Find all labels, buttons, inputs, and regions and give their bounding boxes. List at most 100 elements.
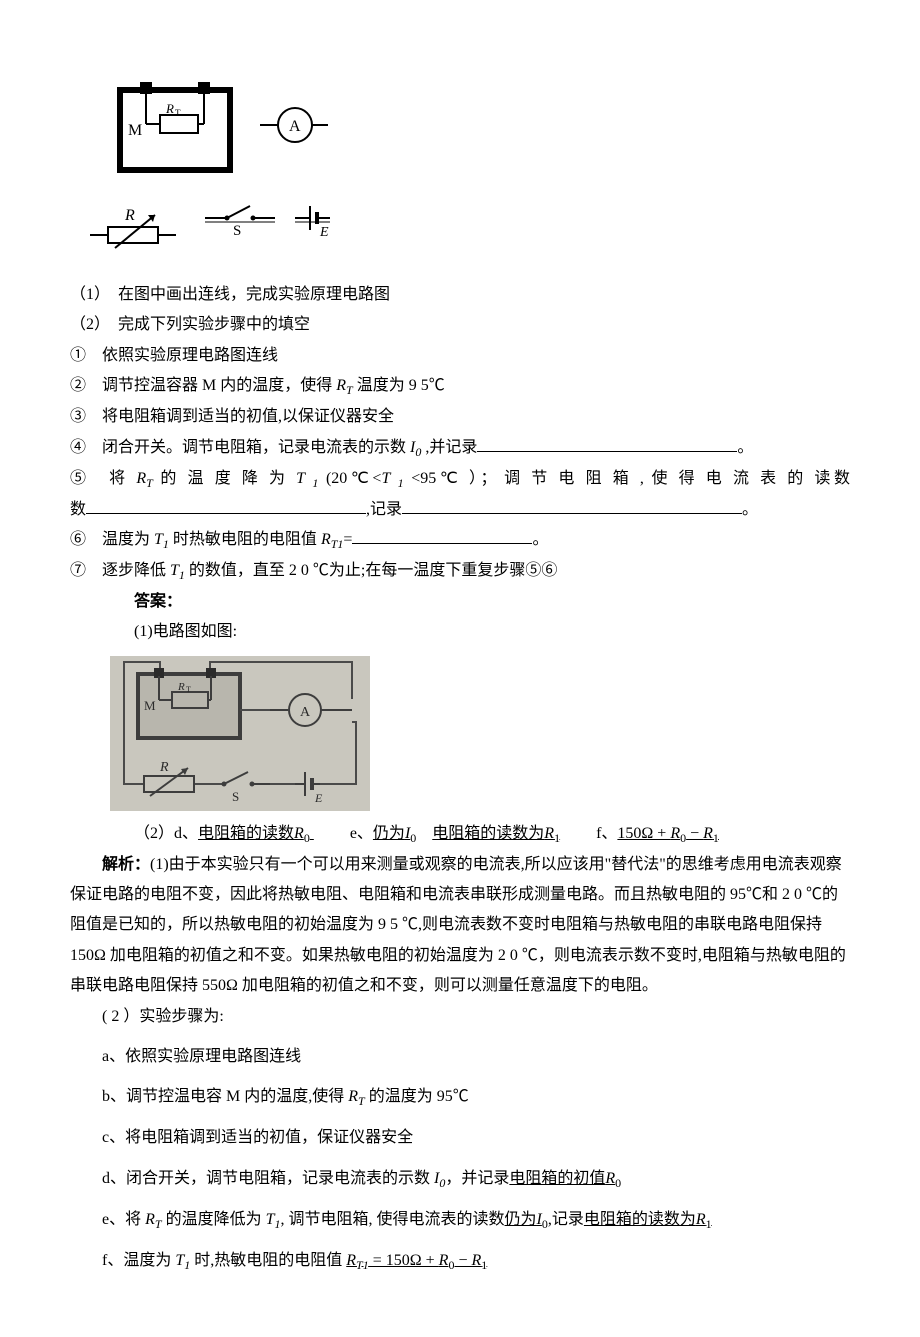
q1-text: （1） 在图中画出连线，完成实验原理电路图 bbox=[70, 286, 390, 303]
expl1-text: (1)由于本实验只有一个可以用来测量或观察的电流表,所以应该用"替代法"的思维考… bbox=[70, 856, 846, 995]
step-f: f、温度为 T1 时,热敏电阻的电阻值 RT1 = 150Ω + R0 − R1 bbox=[70, 1246, 850, 1277]
step-7: ⑦ 逐步降低 T1 的数值，直至 2 0 ℃为止;在每一温度下重复步骤⑤⑥ bbox=[70, 556, 850, 587]
svg-text:S: S bbox=[233, 223, 241, 239]
circuit-components-figure: M R T A R S E bbox=[90, 80, 850, 260]
s5b: 的 温 度 降 为 bbox=[153, 470, 296, 487]
step-d: d、闭合开关，调节电阻箱，记录电流表的示数 I0，并记录电阻箱的初值R0 bbox=[70, 1164, 850, 1195]
s6c: = bbox=[343, 531, 352, 548]
step-a-text: a、依照实验原理电路图连线 bbox=[102, 1048, 301, 1065]
RT-sym-b: RT bbox=[348, 1088, 364, 1105]
T1-symbol: T 1 bbox=[296, 470, 318, 487]
step-c: c、将电阻箱调到适当的初值，保证仪器安全 bbox=[70, 1123, 850, 1153]
svg-text:S: S bbox=[232, 789, 239, 804]
ans2-d: 电阻箱的读数R0 bbox=[198, 825, 314, 842]
step-e-u2: 电阻箱的读数为R1 bbox=[584, 1211, 712, 1228]
step-f-2: 时,热敏电阻的电阻值 bbox=[190, 1252, 346, 1269]
ans1-text: (1)电路图如图: bbox=[134, 623, 237, 640]
svg-text:M: M bbox=[128, 122, 142, 139]
svg-text:A: A bbox=[289, 118, 301, 135]
step-d-3: 电阻箱的初值 bbox=[509, 1170, 605, 1187]
R1-sub: 1 bbox=[554, 831, 560, 845]
step-e-6: 电阻箱的读数为 bbox=[584, 1211, 696, 1228]
ans2-e2-text: 电阻箱的读数为 bbox=[432, 825, 544, 842]
blank-4 bbox=[477, 435, 737, 452]
explanation: 解析：(1)由于本实验只有一个可以用来测量或观察的电流表,所以应该用"替代法"的… bbox=[70, 850, 850, 1002]
blank-6 bbox=[352, 527, 532, 544]
question-1: （1） 在图中画出连线，完成实验原理电路图 bbox=[70, 280, 850, 310]
svg-text:R: R bbox=[165, 101, 174, 116]
ans2-pre: （2）d、 bbox=[134, 825, 198, 842]
svg-text:T: T bbox=[175, 108, 181, 118]
RT1-symbol: RT1 bbox=[321, 531, 343, 548]
s2b: 温度为 9 5℃ bbox=[353, 377, 445, 394]
T1-sym-e: T1 bbox=[266, 1211, 281, 1228]
s7a: ⑦ 逐步降低 bbox=[70, 562, 170, 579]
circuit-connected-figure: M R T A R S E bbox=[110, 656, 850, 811]
step-c-text: c、将电阻箱调到适当的初值，保证仪器安全 bbox=[102, 1129, 413, 1146]
s5c: (20℃< bbox=[318, 470, 381, 487]
answer-label-text: 答案： bbox=[134, 593, 182, 610]
ans2-d-text: 电阻箱的读数 bbox=[198, 825, 294, 842]
s2a: ② 调节控温容器 M 内的温度，使得 bbox=[70, 377, 336, 394]
step-d-2: ，并记录 bbox=[445, 1170, 509, 1187]
step-e-2: 的温度降低为 bbox=[162, 1211, 266, 1228]
s6b: 时热敏电阻的电阻值 bbox=[169, 531, 321, 548]
svg-text:E: E bbox=[314, 791, 323, 805]
ans2-e2: 电阻箱的读数为R1 bbox=[432, 825, 560, 842]
step-3: ③ 将电阻箱调到适当的初值,以保证仪器安全 bbox=[70, 402, 850, 432]
step-e-5: ,记录 bbox=[548, 1211, 584, 1228]
s1-text: ① 依照实验原理电路图连线 bbox=[70, 347, 278, 364]
ans2-e-pre: e、 bbox=[318, 825, 373, 842]
step-1: ① 依照实验原理电路图连线 bbox=[70, 341, 850, 371]
T1-symbol-4: T1 bbox=[170, 562, 185, 579]
RT-symbol: RT bbox=[336, 377, 352, 394]
step-d-u: 电阻箱的初值R0 bbox=[509, 1170, 621, 1187]
step-e: e、将 RT 的温度降低为 T1, 调节电阻箱, 使得电流表的读数仍为I0,记录… bbox=[70, 1205, 850, 1236]
T1-symbol-3: T1 bbox=[154, 531, 169, 548]
svg-text:M: M bbox=[144, 698, 156, 713]
answer-1: (1)电路图如图: bbox=[70, 617, 850, 647]
s4c: 。 bbox=[737, 439, 753, 456]
blank-5a bbox=[86, 497, 366, 514]
I0-symbol: I0 bbox=[410, 439, 421, 456]
circuit-svg-1: M R T A R S E bbox=[90, 80, 330, 260]
svg-text:A: A bbox=[300, 705, 311, 720]
RT-symbol-2: RT bbox=[136, 470, 152, 487]
q2-text: （2） 完成下列实验步骤中的填空 bbox=[70, 316, 310, 333]
circuit-svg-2: M R T A R S E bbox=[110, 656, 370, 811]
ans2-e1: 仍为I0 bbox=[373, 825, 416, 842]
RT-sym-e: RT bbox=[145, 1211, 161, 1228]
step-2: ② 调节控温容器 M 内的温度，使得 RT 温度为 9 5℃ bbox=[70, 371, 850, 402]
step-4: ④ 闭合开关。调节电阻箱，记录电流表的示数 I0 ,并记录。 bbox=[70, 433, 850, 464]
step-b-2: 的温度为 95℃ bbox=[365, 1088, 469, 1105]
step-f-u: RT1 = 150Ω + R0 − R1 bbox=[346, 1252, 487, 1269]
ans2-e1-text: 仍为 bbox=[373, 825, 405, 842]
R0-sym: R bbox=[294, 825, 304, 842]
R0-sym-d: R bbox=[605, 1170, 615, 1187]
step-5-line1: ⑤ 将 RT 的 温 度 降 为 T 1 (20℃<T 1 <95℃ ）； 调 … bbox=[70, 464, 850, 495]
R1-sym-e: R bbox=[696, 1211, 706, 1228]
step-e-3: , 调节电阻箱, 使得电流表的读数 bbox=[281, 1211, 505, 1228]
s5e: ,记录 bbox=[366, 501, 402, 518]
explanation-2-head: ( 2 ）实验步骤为: bbox=[70, 1002, 850, 1032]
s4a: ④ 闭合开关。调节电阻箱，记录电流表的示数 bbox=[70, 439, 410, 456]
answer-2: （2）d、电阻箱的读数R0 e、仍为I0 电阻箱的读数为R1 f、150Ω + … bbox=[70, 819, 850, 850]
step-6: ⑥ 温度为 T1 时热敏电阻的电阻值 RT1=。 bbox=[70, 525, 850, 556]
step-e-u1: 仍为I0 bbox=[505, 1211, 548, 1228]
I0-sub-2: 0 bbox=[410, 831, 416, 845]
blank-5b bbox=[402, 497, 742, 514]
T1-sym-f: T1 bbox=[175, 1252, 190, 1269]
step-b: b、调节控温电容 M 内的温度,使得 RT 的温度为 95℃ bbox=[70, 1082, 850, 1113]
ans2-f: 150Ω + R0 − R1 bbox=[617, 825, 719, 842]
step-d-1: d、闭合开关，调节电阻箱，记录电流表的示数 bbox=[102, 1170, 434, 1187]
expl-label: 解析： bbox=[102, 856, 150, 873]
svg-text:R: R bbox=[124, 207, 135, 224]
step-e-1: e、将 bbox=[102, 1211, 145, 1228]
R1-sym: R bbox=[544, 825, 554, 842]
ans2-f-pre: f、 bbox=[564, 825, 617, 842]
s5f: 。 bbox=[742, 501, 758, 518]
step-e-4: 仍为 bbox=[505, 1211, 537, 1228]
R0-sub: 0 bbox=[304, 831, 310, 845]
R0-sub-d: 0 bbox=[615, 1176, 621, 1190]
answer-label: 答案： bbox=[70, 587, 850, 617]
